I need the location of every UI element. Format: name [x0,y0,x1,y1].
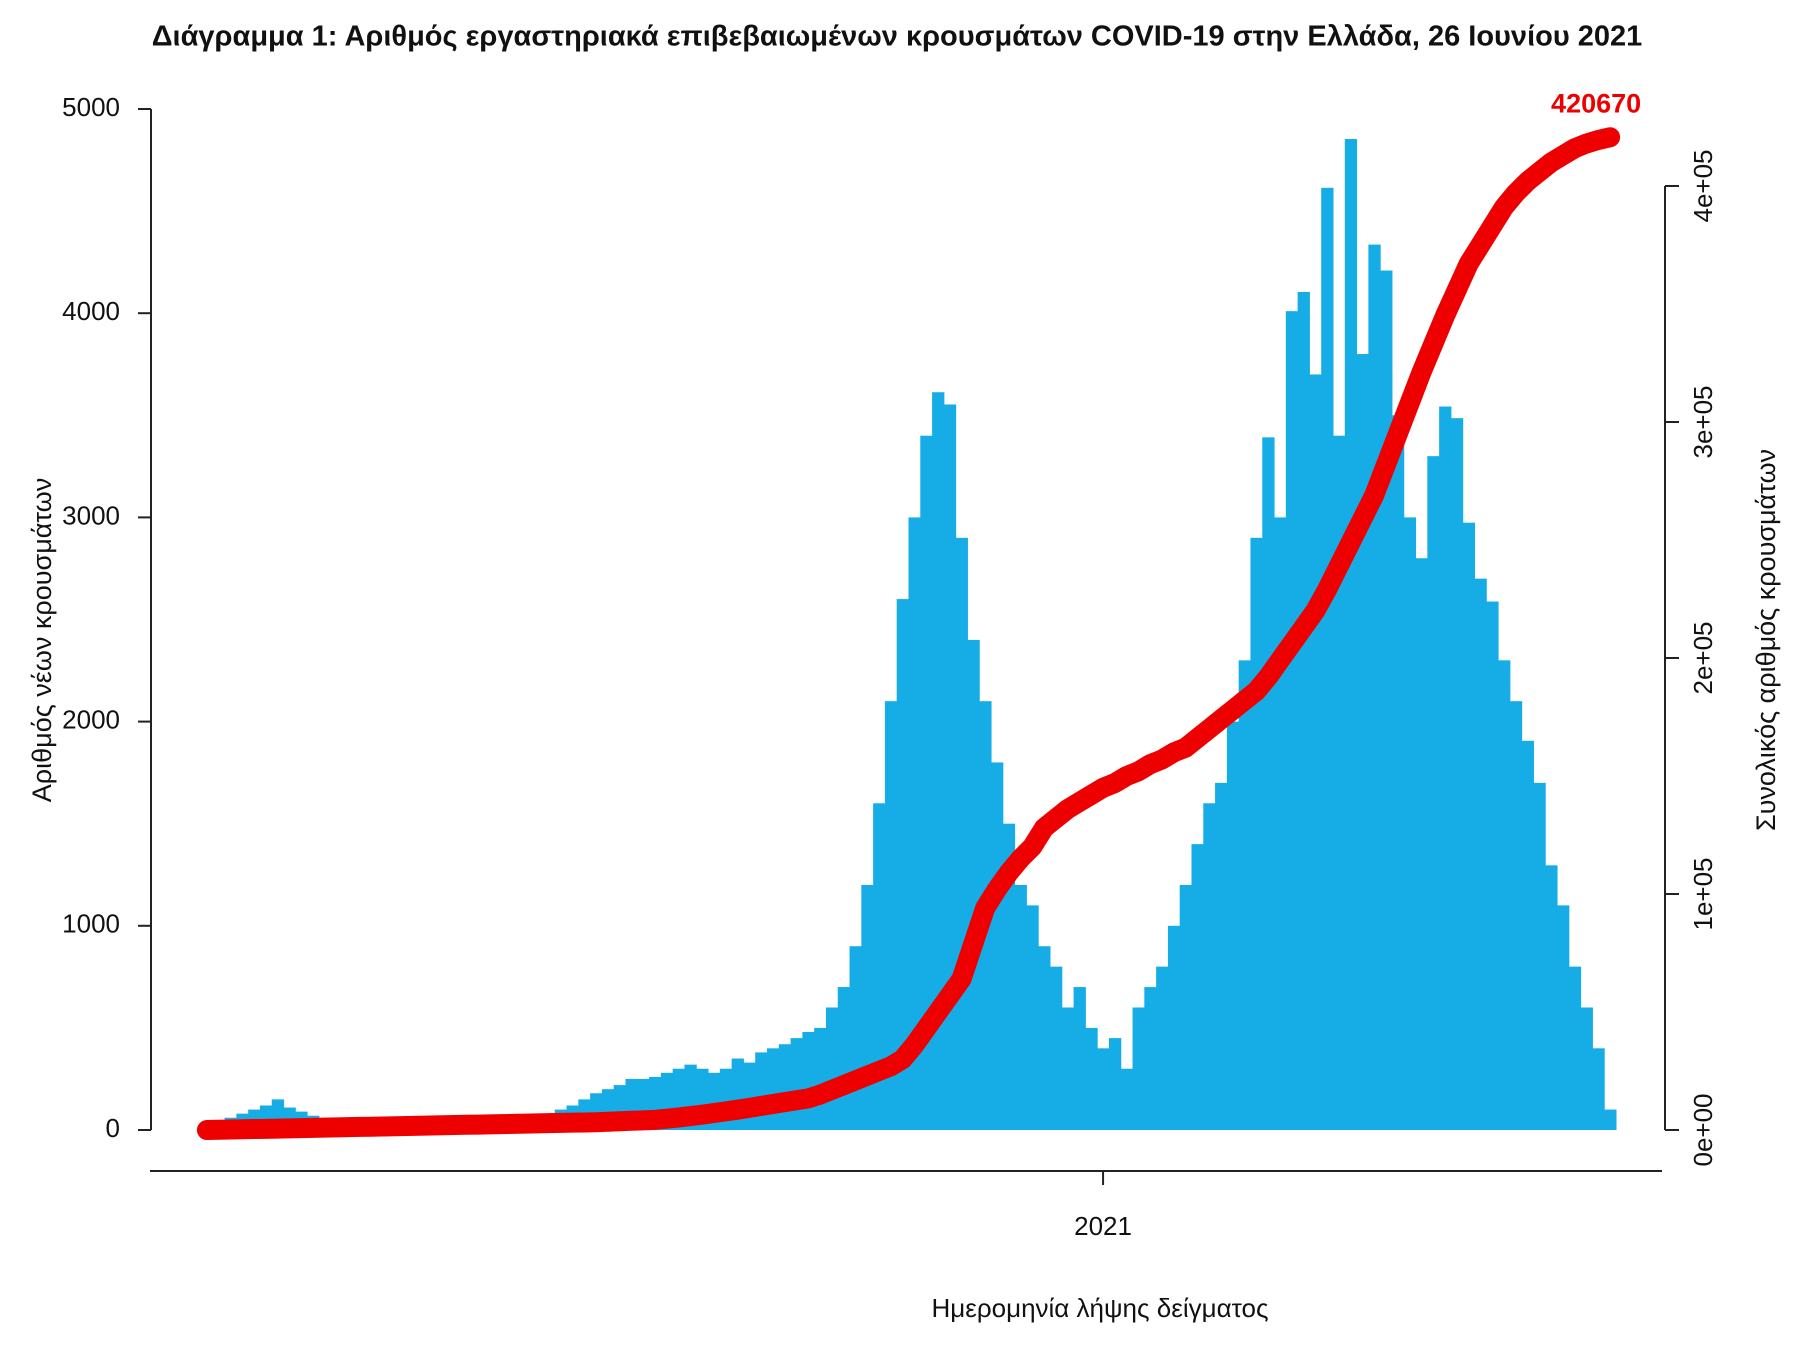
bar [1238,660,1251,1130]
bar [1191,844,1204,1130]
bar [1486,601,1499,1130]
x-tick-label: 2021 [1074,1211,1132,1241]
y-tick-label: 2000 [62,704,120,734]
bar [920,435,933,1131]
bar [1450,418,1464,1130]
bar [908,517,921,1130]
bar [1002,823,1016,1130]
bar [1333,435,1346,1131]
bar [967,639,980,1130]
cumulative-line [196,127,1621,1140]
bar [1356,354,1369,1130]
bar [1226,721,1240,1130]
bar [1403,517,1417,1130]
bar [1097,1048,1110,1130]
y-axis-title: Αριθμός νέων κρουσμάτων [27,478,57,802]
bar [1038,946,1051,1130]
bar [1498,660,1511,1130]
bar [1391,415,1405,1130]
bar [1156,966,1169,1130]
bar [1415,558,1428,1130]
bar [1592,1048,1605,1130]
bar [767,1048,780,1130]
bar [1521,740,1534,1130]
bar [1509,701,1523,1130]
x-axis-title: Ημερομηνία λήψης δείγματος [931,1293,1268,1323]
bar [1427,456,1440,1130]
bar [1568,966,1582,1130]
bar [1545,865,1558,1130]
bar [1309,374,1322,1131]
y2-tick-label: 1e+05 [1688,857,1718,930]
bar [873,803,886,1130]
bar [991,762,1004,1130]
bar [743,1062,756,1130]
y2-axis-title: Συνολικός αριθμός κρουσμάτων [1751,449,1781,831]
bar [1050,966,1063,1130]
data-label: 420670 [1551,88,1641,118]
bar [755,1052,768,1130]
bar [1474,578,1487,1130]
bar [1026,905,1039,1130]
bar [1203,803,1216,1130]
bar [837,987,851,1130]
bar [790,1038,803,1130]
y2-tick-label: 4e+05 [1688,149,1718,222]
bar [1533,782,1546,1130]
bar [1344,139,1358,1130]
bar [1108,1038,1122,1130]
bar [825,1007,839,1130]
bar [1604,1109,1617,1130]
bar [861,884,874,1130]
bar [849,946,862,1130]
y2-tick-label: 2e+05 [1688,621,1718,694]
bar [1085,1027,1098,1130]
bar [1368,244,1381,1130]
bar [1167,925,1181,1130]
bar [896,599,909,1130]
bar [1215,782,1228,1130]
y-tick-label: 0 [106,1113,120,1143]
bar [814,1027,827,1130]
bar [1439,406,1452,1130]
bar [1274,517,1287,1130]
bar [932,392,945,1130]
y2-tick-label: 3e+05 [1688,385,1718,458]
y2-tick-label: 0e+00 [1688,1093,1718,1166]
bar [1250,537,1263,1130]
bar [955,537,968,1130]
bar [1120,1068,1134,1130]
y-tick-label: 5000 [62,92,120,122]
bar [1580,1007,1593,1130]
bar [1144,987,1157,1130]
bar [1321,187,1334,1131]
bar [778,1044,792,1130]
bar [1132,1007,1145,1130]
bar [1297,291,1310,1130]
bar [1061,1007,1075,1130]
bar [1557,905,1570,1130]
bar [1462,522,1475,1130]
y-tick-label: 1000 [62,909,120,939]
bar [1262,437,1275,1130]
bar [1179,884,1192,1130]
bar [1073,987,1086,1130]
chart-title: Διάγραμμα 1: Αριθμός εργαστηριακά επιβεβ… [152,21,1643,53]
y-tick-label: 3000 [62,500,120,530]
bar [943,404,957,1130]
y-tick-label: 4000 [62,296,120,326]
bar [802,1031,815,1130]
bar [884,701,898,1130]
bar [1380,270,1393,1130]
bar [1014,884,1027,1130]
bar [1285,311,1299,1131]
